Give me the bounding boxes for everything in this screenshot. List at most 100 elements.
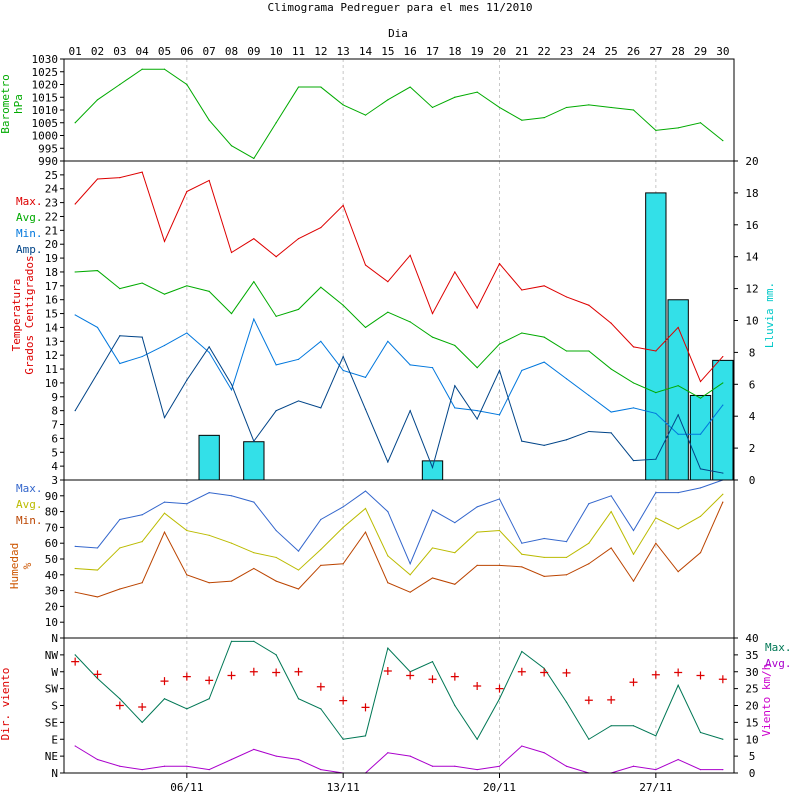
temp-ytick-label-19: 19 bbox=[45, 252, 58, 265]
wind-line-avg-point bbox=[141, 769, 143, 771]
date-tick-label-27-11: 27/11 bbox=[639, 781, 672, 794]
hum-line-max-point bbox=[498, 498, 501, 500]
barometro-line-point bbox=[610, 106, 612, 109]
hum-line-min-point bbox=[275, 580, 277, 582]
day-label-29: 29 bbox=[694, 45, 707, 58]
dir-ytick-label-SE: SE bbox=[45, 716, 58, 729]
barometro-line-point bbox=[297, 86, 300, 88]
day-label-02: 02 bbox=[91, 45, 104, 58]
wind-line-max-point bbox=[186, 708, 188, 710]
temp-line-avg-point bbox=[342, 304, 344, 306]
day-label-17: 17 bbox=[426, 45, 439, 58]
wind-line-max-point bbox=[119, 698, 121, 700]
wind-dir-marker-09 bbox=[249, 667, 258, 676]
hum-ytick-label-50: 50 bbox=[45, 553, 58, 566]
barometro-line-point bbox=[208, 119, 210, 121]
humedad-panel-frame bbox=[63, 479, 735, 639]
temp-line-max-point bbox=[320, 226, 322, 229]
hum-line-min-point bbox=[610, 547, 612, 549]
hum-line-avg-point bbox=[119, 547, 121, 549]
wind-ytick-label-25: 25 bbox=[745, 683, 758, 696]
temp-line-max-point bbox=[722, 355, 724, 358]
hum-line-avg-point bbox=[677, 528, 679, 530]
day-label-21: 21 bbox=[515, 45, 528, 58]
temp-line-min-point bbox=[454, 407, 456, 409]
temp-legend-min: Min. bbox=[16, 227, 43, 240]
dir-ytick-label-N: N bbox=[51, 767, 58, 780]
temp-ytick-label-12: 12 bbox=[45, 349, 58, 362]
hum-line-avg-point bbox=[498, 529, 501, 532]
hum-legend-avg: Avg. bbox=[16, 498, 43, 511]
hum-line-max-point bbox=[275, 529, 277, 532]
temp-ytick-label-5: 5 bbox=[51, 446, 58, 459]
temp-line-min-point bbox=[498, 414, 501, 416]
hum-line-avg-point bbox=[186, 529, 188, 532]
rain-ytick-label-0: 0 bbox=[749, 474, 756, 487]
temp-line-amp-point bbox=[476, 418, 478, 420]
wind-dir-marker-24 bbox=[584, 696, 593, 705]
temp-line-amp-point bbox=[96, 372, 99, 374]
temp-line-amp-point bbox=[119, 335, 121, 337]
plot-area: 01 02 03 04 05 06 07 08 09 10 11 12 13 14 15 16 17 18 19 20… bbox=[0, 45, 792, 794]
temp-line-min-point bbox=[677, 433, 679, 435]
day-label-08: 08 bbox=[225, 45, 238, 58]
temp-line-max-point bbox=[543, 285, 545, 287]
hum-line-min-point bbox=[163, 531, 166, 533]
hum-line-avg-point bbox=[699, 515, 702, 517]
temp-line-amp-point bbox=[521, 440, 523, 442]
hum-line-max-point bbox=[387, 511, 389, 513]
date-tick-label-13-11: 13/11 bbox=[327, 781, 360, 794]
barometro-line-point bbox=[543, 117, 545, 119]
temp-line-min-point bbox=[521, 369, 523, 372]
temp-line-amp-point bbox=[163, 416, 166, 419]
day-label-19: 19 bbox=[471, 45, 484, 58]
hum-line-max-point bbox=[163, 501, 166, 503]
hum-line-min-point bbox=[409, 591, 411, 593]
temp-line-avg-point bbox=[454, 344, 456, 347]
temp-line-avg-point bbox=[96, 269, 99, 272]
wind-line-avg-point bbox=[677, 758, 679, 761]
date-tick-label-06-11: 06/11 bbox=[170, 781, 203, 794]
hum-ytick-label-20: 20 bbox=[45, 600, 58, 613]
barometro-line-point bbox=[342, 104, 344, 106]
temp-line-avg-point bbox=[431, 336, 434, 338]
wind-dir-marker-04 bbox=[138, 703, 147, 711]
wind-dir-marker-18 bbox=[450, 672, 459, 681]
hum-line-avg-point bbox=[565, 556, 568, 559]
rain-bar-29 bbox=[689, 394, 712, 481]
day-label-18: 18 bbox=[448, 45, 461, 58]
temp-line-min-point bbox=[699, 433, 702, 435]
barometro-line-point bbox=[253, 157, 255, 160]
hum-line-max-point bbox=[119, 518, 121, 521]
temp-line-max-point bbox=[74, 203, 76, 205]
wind-line-avg-point bbox=[699, 769, 702, 771]
hum-line-max-point bbox=[320, 518, 322, 521]
rain-bar-09 bbox=[243, 441, 265, 481]
barometro-line-point bbox=[387, 99, 389, 101]
hum-line-min bbox=[75, 501, 724, 598]
wind-line-avg bbox=[74, 745, 723, 774]
temp-ytick-label-8: 8 bbox=[51, 405, 58, 418]
temp-line-max-point bbox=[454, 271, 456, 273]
rain-ytick-label-10: 10 bbox=[745, 315, 758, 328]
hum-line-min-point bbox=[498, 564, 501, 566]
wind-line-max-point bbox=[230, 640, 233, 642]
hum-line-avg-point bbox=[521, 553, 523, 555]
hum-line-max-point bbox=[610, 495, 612, 497]
temp-line-max-point bbox=[297, 238, 300, 240]
hum-line-min-point bbox=[565, 574, 568, 576]
wind-line-avg-point bbox=[454, 765, 456, 767]
temp-line-avg-point bbox=[498, 343, 501, 345]
wind-line-max-point bbox=[163, 698, 166, 700]
wind-line-max-point bbox=[364, 735, 367, 737]
day-label-13: 13 bbox=[337, 45, 350, 58]
temp-line-amp bbox=[74, 335, 723, 474]
wind-line-max-point bbox=[297, 698, 300, 700]
barometro-line-point bbox=[163, 68, 166, 70]
temp-line-amp-point bbox=[275, 410, 277, 412]
temp-line-amp-point bbox=[699, 468, 702, 470]
barometro-ytick-label-1020: 1020 bbox=[32, 79, 59, 92]
wind-ytick-label-20: 20 bbox=[745, 700, 758, 713]
hum-line-max-point bbox=[409, 563, 411, 565]
